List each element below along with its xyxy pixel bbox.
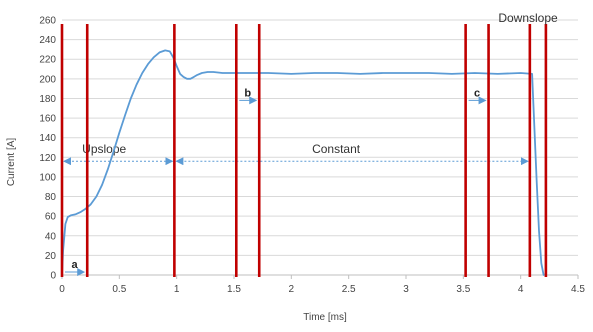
y-tick-label: 140 xyxy=(39,133,56,144)
interval-label: b xyxy=(244,87,251,99)
y-tick-label: 260 xyxy=(39,16,56,27)
x-tick-label: 2 xyxy=(289,284,295,295)
interval-label: a xyxy=(72,259,79,271)
x-tick-label: 2.5 xyxy=(342,284,356,295)
x-axis-title: Time [ms] xyxy=(303,312,347,323)
y-axis-title: Current [A] xyxy=(6,138,17,187)
y-tick-label: 0 xyxy=(50,271,56,282)
axis-layer xyxy=(61,274,579,279)
x-tick-label: 1.5 xyxy=(227,284,241,295)
x-tick-label: 3.5 xyxy=(456,284,470,295)
interval-label: c xyxy=(474,87,480,99)
y-tick-label: 240 xyxy=(39,35,56,46)
y-tick-label: 80 xyxy=(45,192,57,203)
y-tick-label: 160 xyxy=(39,114,56,125)
x-tick-label: 0.5 xyxy=(112,284,126,295)
region-arrow-layer: Upslope Constant xyxy=(63,142,529,166)
region-label: Constant xyxy=(312,142,361,156)
x-tick-label: 4.5 xyxy=(571,284,585,295)
y-tick-label: 60 xyxy=(45,212,57,223)
y-tick-label: 40 xyxy=(45,231,57,242)
grid-layer xyxy=(62,19,578,276)
x-tick-label: 1 xyxy=(174,284,180,295)
tick-label-layer: 0 20 40 60 80 100 120 140 160 180 200 220 240 260 0 0.5… xyxy=(39,16,585,296)
vertical-marker-layer xyxy=(60,24,548,277)
interval-marker-layer: a b c xyxy=(65,87,487,277)
y-tick-label: 200 xyxy=(39,74,56,85)
x-tick-label: 4 xyxy=(518,284,524,295)
y-tick-label: 180 xyxy=(39,94,56,105)
y-tick-label: 220 xyxy=(39,55,56,66)
x-tick-label: 3 xyxy=(403,284,409,295)
y-tick-label: 20 xyxy=(45,251,57,262)
series-layer xyxy=(61,49,545,276)
x-tick-label: 0 xyxy=(59,284,65,295)
region-label: Upslope xyxy=(82,142,126,156)
downslope-annotation: Downslope xyxy=(498,11,558,25)
y-tick-label: 100 xyxy=(39,172,56,183)
y-tick-label: 120 xyxy=(39,153,56,164)
current-series-line xyxy=(61,49,545,276)
